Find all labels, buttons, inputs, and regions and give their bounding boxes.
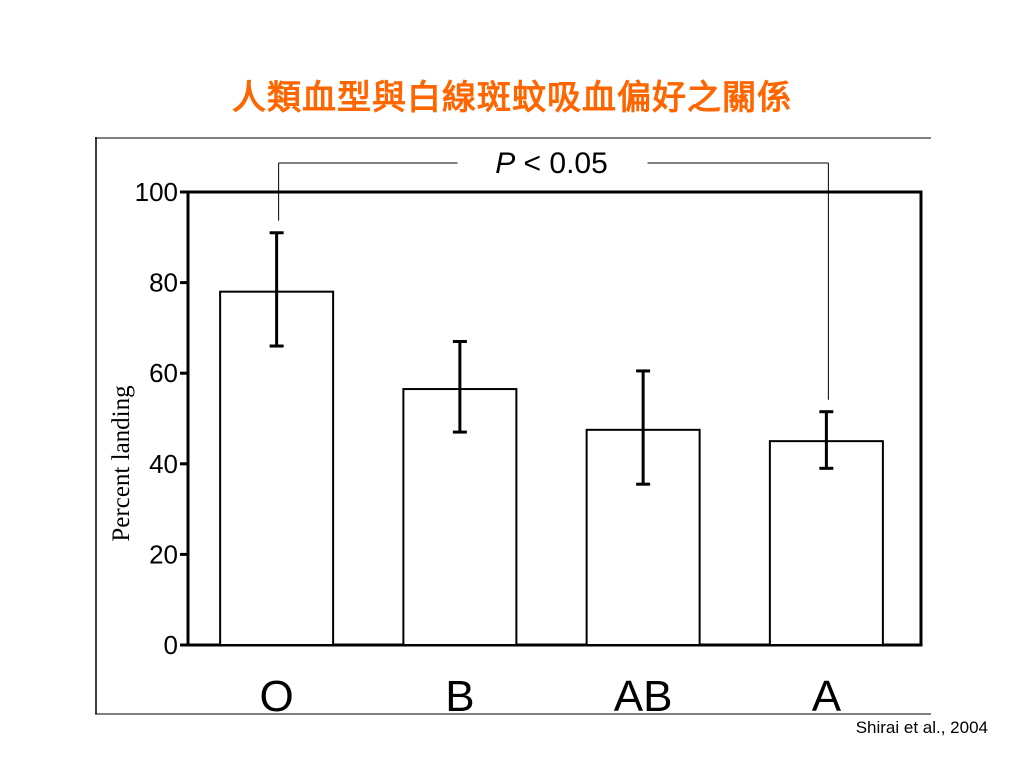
slide-title: 人類血型與白線斑蚊吸血偏好之關係 [232,78,792,118]
y-tick-label: 80 [149,268,178,298]
y-tick-label: 40 [149,449,178,479]
bar-A [768,440,884,646]
significance-bracket: P < 0.05 [278,147,829,400]
bar-O [219,290,335,646]
plot-box [186,190,923,647]
significance-p-symbol: P [495,147,515,180]
x-tick-label-A: A [812,672,842,715]
significance-label: P < 0.05 [495,147,608,180]
y-axis-label: Percent landing [108,385,135,542]
bar-chart-figure: 0 20 40 60 80 100 O B AB A P < 0.05 Percent land… [95,137,931,715]
error-bars [269,231,834,486]
x-axis: O B AB A [260,672,842,715]
y-tick-label: 0 [164,630,178,660]
y-tick-label: 60 [149,358,178,388]
significance-threshold: < 0.05 [515,147,608,180]
x-tick-label-O: O [260,672,294,715]
y-axis: 0 20 40 60 80 100 [135,177,188,660]
citation: Shirai et al., 2004 [855,718,988,737]
y-tick-label: 20 [149,539,178,569]
plot-area [186,190,923,647]
bars [219,290,884,647]
figure-frame [95,137,931,715]
y-tick-label: 100 [135,177,178,207]
x-tick-label-B: B [445,672,474,715]
x-tick-label-AB: AB [614,672,673,715]
